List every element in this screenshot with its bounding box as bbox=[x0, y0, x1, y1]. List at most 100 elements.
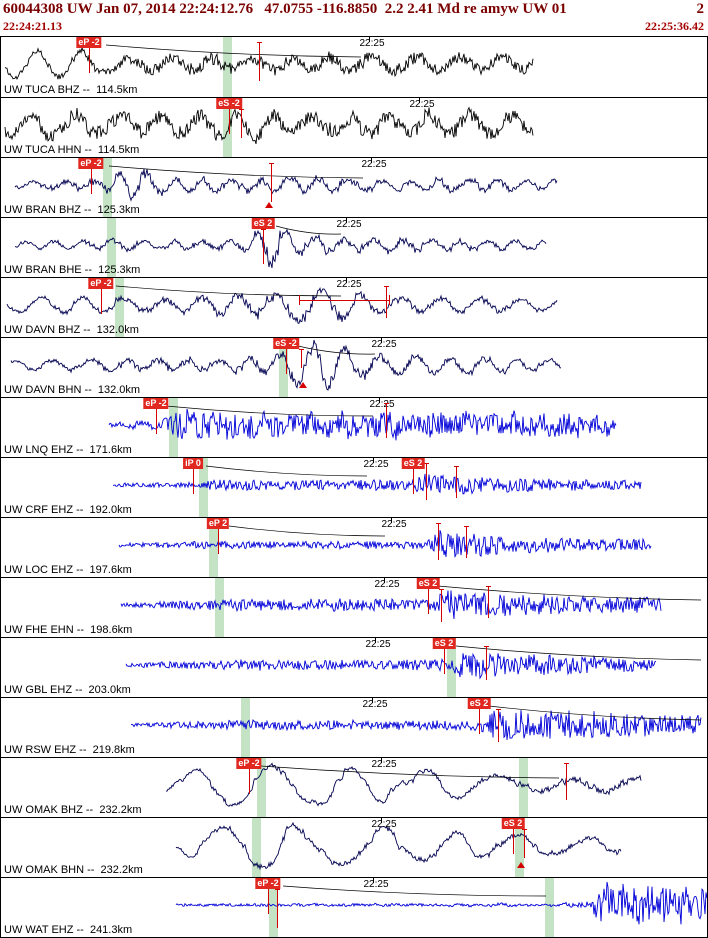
pick-time-tick bbox=[522, 829, 527, 830]
pick-time-line[interactable] bbox=[277, 889, 278, 928]
phase-pick-label[interactable]: eS 2 bbox=[467, 698, 491, 709]
minute-tick-label: 22:25 bbox=[381, 519, 407, 530]
station-label: UW GBL EHZ -- 203.0km bbox=[4, 684, 131, 696]
highlight-band bbox=[115, 278, 124, 337]
phase-pick-line[interactable] bbox=[479, 709, 480, 734]
phase-pick-line[interactable] bbox=[101, 289, 102, 314]
station-label: UW BRAN BHE -- 125.3km bbox=[4, 264, 141, 276]
waveform[interactable] bbox=[1, 158, 707, 217]
phase-pick-line[interactable] bbox=[249, 769, 250, 794]
phase-pick-line[interactable] bbox=[156, 409, 157, 434]
highlight-band bbox=[107, 218, 116, 277]
waveform[interactable] bbox=[1, 278, 707, 337]
guide-line bbox=[488, 705, 702, 721]
phase-pick-line[interactable] bbox=[268, 889, 269, 914]
minute-tick bbox=[381, 818, 382, 823]
pick-time-line[interactable] bbox=[486, 646, 487, 680]
waveform[interactable] bbox=[1, 218, 707, 277]
phase-pick-line[interactable] bbox=[89, 48, 90, 73]
guide-line bbox=[165, 405, 374, 417]
phase-pick-label[interactable]: eP -2 bbox=[236, 758, 262, 769]
guide-line bbox=[228, 525, 386, 537]
phase-pick-label[interactable]: eS 2 bbox=[432, 638, 456, 649]
coda-bar-end bbox=[389, 295, 390, 305]
phase-pick-line[interactable] bbox=[229, 109, 230, 134]
phase-pick-line[interactable] bbox=[513, 829, 514, 854]
pick-time-line[interactable] bbox=[456, 466, 457, 498]
phase-pick-line[interactable] bbox=[444, 649, 445, 674]
pick-time-tick bbox=[486, 586, 491, 587]
phase-pick-label[interactable]: eS -2 bbox=[216, 98, 242, 109]
station-label: UW RSW EHZ -- 219.8km bbox=[4, 744, 135, 756]
phase-pick-label[interactable]: eS -2 bbox=[273, 338, 299, 349]
pick-time-line[interactable] bbox=[386, 403, 387, 438]
pick-time-line[interactable] bbox=[386, 286, 387, 318]
phase-pick-label[interactable]: eP -2 bbox=[78, 158, 104, 169]
phase-pick-label[interactable]: iP 0 bbox=[183, 458, 203, 469]
pick-arrow bbox=[265, 202, 273, 208]
waveform[interactable] bbox=[1, 878, 707, 937]
pick-time-line[interactable] bbox=[524, 829, 525, 858]
phase-pick-label[interactable]: eP -2 bbox=[143, 398, 169, 409]
phase-pick-line[interactable] bbox=[193, 469, 194, 494]
waveform[interactable] bbox=[1, 578, 707, 637]
guide-line bbox=[205, 465, 368, 477]
pick-time-line[interactable] bbox=[241, 109, 242, 138]
pick-arrow bbox=[299, 382, 307, 388]
minute-tick-label: 22:25 bbox=[369, 399, 395, 410]
phase-pick-label[interactable]: eP 2 bbox=[206, 518, 230, 529]
phase-pick-line[interactable] bbox=[218, 529, 219, 554]
pick-time-line[interactable] bbox=[426, 463, 427, 500]
pick-time-line[interactable] bbox=[488, 586, 489, 618]
phase-pick-line[interactable] bbox=[413, 469, 414, 494]
waveform[interactable] bbox=[1, 518, 707, 577]
minute-tick bbox=[369, 37, 370, 42]
minute-tick bbox=[373, 878, 374, 883]
pick-time-tick bbox=[496, 709, 501, 710]
pick-time-line[interactable] bbox=[301, 349, 302, 368]
phase-pick-label[interactable]: eS 2 bbox=[416, 578, 440, 589]
pick-time-line[interactable] bbox=[441, 589, 442, 622]
waveform[interactable] bbox=[1, 98, 707, 157]
trace-row: iP 0 eS 2 22:25 UW CRF EHZ -- 192.0km bbox=[1, 457, 707, 517]
phase-pick-label[interactable]: eS 2 bbox=[501, 818, 525, 829]
minute-tick-label: 22:25 bbox=[371, 339, 397, 350]
pick-time-line[interactable] bbox=[271, 163, 272, 202]
phase-pick-label[interactable]: eS 2 bbox=[251, 218, 275, 229]
highlight-band bbox=[199, 458, 208, 517]
minute-tick-label: 22:25 bbox=[363, 879, 389, 890]
pick-time-line[interactable] bbox=[466, 526, 467, 558]
phase-pick-label[interactable]: eP -2 bbox=[76, 37, 102, 48]
phase-pick-line[interactable] bbox=[286, 349, 287, 374]
phase-pick-line[interactable] bbox=[91, 169, 92, 194]
waveform[interactable] bbox=[1, 37, 707, 97]
window-end-time: 22:25:36.42 bbox=[645, 19, 704, 33]
pick-time-line[interactable] bbox=[438, 523, 439, 560]
waveform[interactable] bbox=[1, 818, 707, 877]
pick-time-line[interactable] bbox=[498, 709, 499, 742]
header-page-number: 2 bbox=[696, 1, 705, 17]
waveform[interactable] bbox=[1, 458, 707, 517]
pick-time-line[interactable] bbox=[566, 763, 567, 800]
minute-tick-label: 22:25 bbox=[359, 38, 385, 49]
highlight-band bbox=[223, 37, 232, 97]
minute-tick bbox=[373, 458, 374, 463]
phase-pick-line[interactable] bbox=[263, 229, 264, 254]
phase-pick-label[interactable]: eP -2 bbox=[255, 878, 281, 889]
waveform[interactable] bbox=[1, 398, 707, 457]
trace-row: eS 2 22:25 UW BRAN BHE -- 125.3km bbox=[1, 217, 707, 277]
pick-time-tick bbox=[257, 42, 262, 43]
phase-pick-label[interactable]: eP -2 bbox=[88, 278, 114, 289]
trace-row: eS 2 22:25 UW GBL EHZ -- 203.0km bbox=[1, 637, 707, 697]
waveform[interactable] bbox=[1, 698, 707, 757]
phase-pick-label[interactable]: eS 2 bbox=[401, 458, 425, 469]
pick-arrow bbox=[517, 862, 525, 868]
pick-time-line[interactable] bbox=[259, 42, 260, 81]
minute-tick-label: 22:25 bbox=[361, 159, 387, 170]
phase-pick-line[interactable] bbox=[428, 589, 429, 614]
waveform[interactable] bbox=[1, 758, 707, 817]
station-label: UW BRAN BHZ -- 125.3km bbox=[4, 204, 140, 216]
station-label: UW CRF EHZ -- 192.0km bbox=[4, 504, 132, 516]
minute-tick bbox=[346, 218, 347, 223]
minute-tick-label: 22:25 bbox=[371, 819, 397, 830]
